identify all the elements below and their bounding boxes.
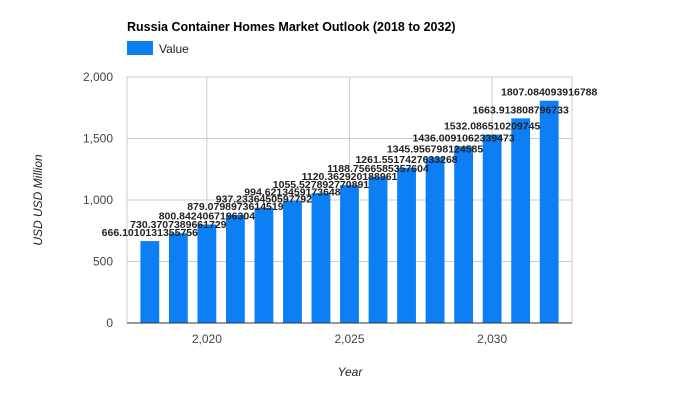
bar-2029: [454, 146, 474, 323]
data-label-2023: 994.6213459173648: [244, 187, 341, 199]
data-label-2025: 1120.362920188961: [302, 171, 398, 183]
bar-2030: [482, 134, 502, 323]
bars: [140, 100, 559, 324]
bar-2023: [283, 200, 302, 323]
legend-label-value: Value: [159, 42, 189, 56]
y-tick-label: 500: [93, 255, 113, 269]
x-tick-label: 2,030: [477, 332, 507, 346]
data-label-2031: 1663.913808796733: [472, 104, 569, 116]
bar-2024: [311, 193, 331, 323]
bar-2019: [168, 233, 188, 323]
data-label-2029: 1436.0091062339473: [413, 132, 515, 144]
y-tick-label: 1,500: [83, 132, 113, 146]
bar-2028: [425, 157, 445, 323]
bar-2018: [140, 241, 160, 323]
data-label-2026: 1188.7566585357604: [327, 163, 429, 175]
x-axis-title: Year: [338, 365, 364, 379]
data-label-2030: 1532.086510209745: [444, 121, 541, 133]
x-axis-ticks: 2,020 2,025 2,030: [192, 332, 508, 346]
bar-2027: [397, 167, 416, 323]
x-tick-label: 2,025: [334, 332, 364, 346]
data-label-2027: 1261.5517427633268: [355, 154, 457, 166]
bar-2031: [511, 118, 531, 324]
y-axis-ticks: 0 500 1,000 1,500 2,000: [83, 70, 113, 330]
data-labels: 666.1010131355756730.3707389661729800.84…: [102, 87, 598, 239]
y-axis-title: USD USD Million: [31, 154, 45, 246]
y-tick-label: 0: [106, 316, 113, 330]
y-tick-label: 1,000: [83, 193, 113, 207]
bar-2021: [225, 214, 245, 323]
data-label-2022: 937.2336450597792: [216, 194, 313, 206]
legend: Value: [127, 41, 189, 56]
data-label-2024: 1055.527892770891: [273, 179, 370, 191]
chart-title: Russia Container Homes Market Outlook (2…: [127, 20, 456, 34]
bar-2025: [340, 185, 359, 323]
data-label-2032: 1807.084093916788: [501, 87, 598, 99]
data-label-2028: 1345.956798124585: [387, 143, 484, 155]
bar-2032: [539, 100, 559, 323]
bar-2026: [368, 176, 388, 323]
y-tick-label: 2,000: [83, 70, 113, 84]
data-label-2020: 800.8424067196304: [159, 210, 256, 222]
data-label-2019: 730.3707389661729: [130, 219, 227, 231]
bar-2020: [197, 224, 217, 323]
legend-swatch-value: [127, 41, 153, 55]
data-label-2018: 666.1010131355756: [102, 227, 199, 239]
data-label-2021: 879.0798973614519: [187, 201, 284, 213]
bar-2022: [254, 207, 274, 323]
x-tick-label: 2,020: [192, 332, 222, 346]
